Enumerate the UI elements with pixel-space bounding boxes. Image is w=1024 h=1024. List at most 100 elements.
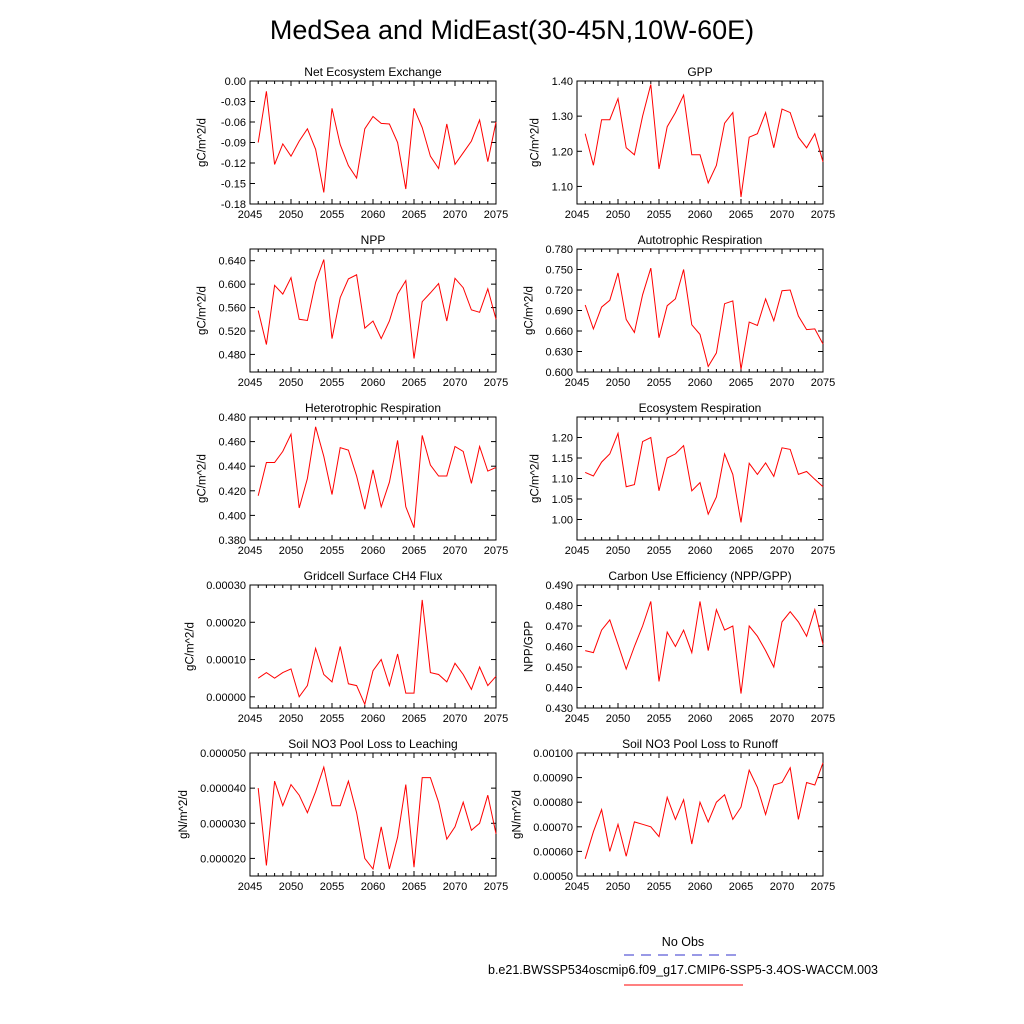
data-point <box>749 625 750 626</box>
data-point <box>781 782 782 783</box>
panel-9: Soil NO3 Pool Loss to Runoff 2045 2050 2055… <box>511 737 835 893</box>
y-tick-label: 0.690 <box>545 306 573 318</box>
data-point <box>585 304 586 305</box>
x-tick-label: 2060 <box>361 545 385 557</box>
data-point <box>699 601 700 602</box>
y-tick-label: 0.00050 <box>533 871 573 883</box>
y-tick-label: 1.10 <box>552 474 573 486</box>
data-point <box>790 449 791 450</box>
x-tick-label: 2060 <box>688 209 712 221</box>
plot-frame <box>576 248 824 373</box>
plot-frame <box>576 416 824 541</box>
x-tick-label: 2045 <box>238 881 262 893</box>
y-tick-label: 1.10 <box>552 181 573 193</box>
data-point <box>454 164 455 165</box>
data-point <box>340 144 341 145</box>
data-point <box>773 784 774 785</box>
data-point <box>266 91 267 92</box>
x-tick-label: 2055 <box>320 545 344 557</box>
series-line <box>584 84 824 198</box>
x-tick-label: 2045 <box>238 209 262 221</box>
data-point <box>397 653 398 654</box>
data-point <box>790 112 791 113</box>
panel-2: NPP 2045 2050 2055 2060 2065 2070 2075 0.480 0.52… <box>197 233 509 389</box>
data-point <box>290 156 291 157</box>
x-tick-label: 2050 <box>606 713 630 725</box>
data-point <box>732 474 733 475</box>
data-point <box>781 621 782 622</box>
x-tick-label: 2060 <box>361 881 385 893</box>
data-point <box>258 310 259 311</box>
x-tick-label: 2050 <box>279 713 303 725</box>
data-point <box>806 471 807 472</box>
figure-title: MedSea and MidEast(30-45N,10W-60E) <box>270 15 754 45</box>
data-point <box>299 696 300 697</box>
data-point <box>487 795 488 796</box>
data-point <box>282 143 283 144</box>
data-point <box>773 320 774 321</box>
y-tick-label: 0.00090 <box>533 773 573 785</box>
data-point <box>405 188 406 189</box>
y-tick-label: 1.40 <box>552 76 573 88</box>
y-tick-label: 1.20 <box>552 433 573 445</box>
data-point <box>593 652 594 653</box>
data-point <box>454 826 455 827</box>
data-point <box>364 704 365 705</box>
data-point <box>675 819 676 820</box>
data-point <box>724 630 725 631</box>
data-point <box>626 319 627 320</box>
data-point <box>626 668 627 669</box>
data-point <box>495 467 496 468</box>
data-point <box>609 453 610 454</box>
x-tick-label: 2060 <box>361 209 385 221</box>
data-point <box>348 450 349 451</box>
panel-title: Autotrophic Respiration <box>638 233 763 247</box>
series-line <box>257 259 497 359</box>
y-tick-label: 0.000050 <box>200 748 246 760</box>
data-point <box>683 445 684 446</box>
data-point <box>749 322 750 323</box>
data-point <box>446 839 447 840</box>
data-point <box>422 301 423 302</box>
data-point <box>364 128 365 129</box>
data-point <box>266 672 267 673</box>
data-point <box>806 147 807 148</box>
data-point <box>642 294 643 295</box>
data-point <box>757 133 758 134</box>
data-point <box>806 782 807 783</box>
data-point <box>650 826 651 827</box>
x-tick-label: 2075 <box>484 713 508 725</box>
data-point <box>634 154 635 155</box>
data-point <box>446 475 447 476</box>
data-point <box>658 836 659 837</box>
data-point <box>790 767 791 768</box>
y-tick-label: 0.400 <box>218 510 246 522</box>
x-tick-label: 2050 <box>279 209 303 221</box>
data-point <box>650 268 651 269</box>
x-tick-label: 2075 <box>484 545 508 557</box>
data-point <box>617 824 618 825</box>
data-point <box>315 791 316 792</box>
data-point <box>601 307 602 308</box>
data-point <box>290 434 291 435</box>
data-point <box>389 868 390 869</box>
data-point <box>340 646 341 647</box>
data-point <box>749 770 750 771</box>
data-point <box>634 484 635 485</box>
data-point <box>683 799 684 800</box>
data-point <box>626 856 627 857</box>
data-point <box>658 337 659 338</box>
panel-title: Soil NO3 Pool Loss to Runoff <box>622 737 779 751</box>
x-tick-label: 2045 <box>238 713 262 725</box>
data-point <box>691 652 692 653</box>
data-point <box>585 133 586 134</box>
y-tick-label: 0.720 <box>545 285 573 297</box>
data-point <box>626 486 627 487</box>
data-point <box>822 644 823 645</box>
y-tick-label: 0.00060 <box>533 846 573 858</box>
data-point <box>405 280 406 281</box>
x-tick-label: 2045 <box>565 377 589 389</box>
data-point <box>642 441 643 442</box>
data-point <box>331 494 332 495</box>
panel-title: Ecosystem Respiration <box>639 401 762 415</box>
